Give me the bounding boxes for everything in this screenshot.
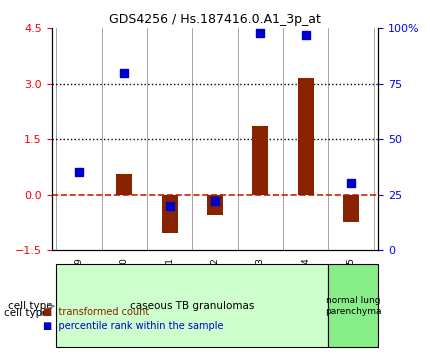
- Text: normal lung
parenchyma: normal lung parenchyma: [325, 297, 382, 316]
- Bar: [252, 126, 268, 195]
- Text: cell type: cell type: [8, 301, 52, 311]
- Bar: [56, 264, 329, 347]
- Bar: [162, 195, 178, 233]
- Point: [348, 181, 355, 186]
- Point: [166, 203, 173, 209]
- Bar: [329, 264, 378, 347]
- Text: caseous TB granulomas: caseous TB granulomas: [130, 301, 255, 311]
- Point: [121, 70, 128, 75]
- Point: [75, 170, 82, 175]
- Bar: [298, 78, 314, 195]
- Point: [212, 198, 218, 204]
- Title: GDS4256 / Hs.187416.0.A1_3p_at: GDS4256 / Hs.187416.0.A1_3p_at: [109, 13, 321, 26]
- Bar: [116, 174, 132, 195]
- Text: cell type: cell type: [4, 308, 49, 318]
- Bar: [207, 195, 223, 215]
- Point: [302, 32, 309, 38]
- Bar: [343, 195, 359, 222]
- Text: ■  percentile rank within the sample: ■ percentile rank within the sample: [43, 321, 224, 331]
- Point: [257, 30, 264, 36]
- Text: ■  transformed count: ■ transformed count: [43, 307, 149, 317]
